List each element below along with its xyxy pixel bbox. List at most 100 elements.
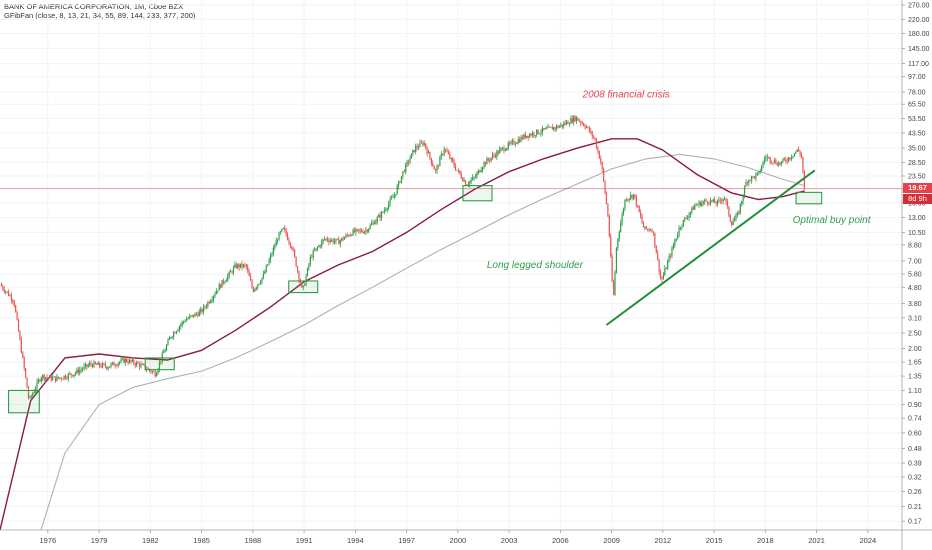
candle-body xyxy=(583,123,585,126)
candle-body xyxy=(642,222,645,228)
candle-body xyxy=(185,319,188,322)
x-tick-label: 2018 xyxy=(757,536,774,545)
candle-body xyxy=(507,143,509,149)
candle-body xyxy=(731,221,733,225)
candle-body xyxy=(321,241,323,247)
candle-body xyxy=(511,140,514,142)
candle-body xyxy=(526,135,528,138)
candle-body xyxy=(76,369,78,373)
grid xyxy=(0,0,902,530)
candle-body xyxy=(288,239,290,243)
price-axis[interactable]: 270.00 220.00 180.00 145.00 117.00 97.00 78.00… xyxy=(901,0,932,550)
candle-body xyxy=(217,290,219,292)
candle-body xyxy=(641,216,643,223)
y-tick-label: 65.50 xyxy=(908,102,926,109)
candle-body xyxy=(237,264,239,268)
candle-body xyxy=(490,157,492,161)
candle-body xyxy=(763,158,766,162)
candle-body xyxy=(100,366,102,368)
candle-body xyxy=(615,247,618,272)
candle-body xyxy=(268,259,270,265)
candle-body xyxy=(19,331,21,340)
candle-body xyxy=(87,365,89,367)
candle-body xyxy=(741,201,743,205)
candle-body xyxy=(429,151,431,158)
candle-body xyxy=(398,181,400,187)
candle-body xyxy=(173,332,175,337)
candle-body xyxy=(732,221,734,225)
candle-body xyxy=(464,180,467,185)
annotation-buy-point: Optimal buy point xyxy=(793,215,872,226)
candle-body xyxy=(708,203,710,204)
candle-body xyxy=(546,128,548,129)
candle-body xyxy=(54,376,57,381)
candle-body xyxy=(440,153,442,158)
candle-body xyxy=(224,281,226,283)
candle-body xyxy=(595,140,598,149)
candle-body xyxy=(282,227,284,230)
candle-body xyxy=(729,215,731,222)
candle-body xyxy=(610,236,612,257)
candle-body xyxy=(544,128,546,130)
candle-body xyxy=(10,295,12,300)
candle-body xyxy=(215,291,217,294)
candle-body xyxy=(27,387,30,398)
candle-body xyxy=(594,137,596,141)
candle-body xyxy=(386,208,388,210)
candle-body xyxy=(702,201,704,203)
candle-body xyxy=(790,157,793,159)
y-tick-label: 220.00 xyxy=(908,17,930,24)
candle-body xyxy=(547,126,549,129)
candle-body xyxy=(469,181,471,185)
candle-body xyxy=(667,261,669,269)
candle-body xyxy=(359,230,361,232)
candle-body xyxy=(792,156,794,158)
candle-body xyxy=(221,280,223,288)
candle-body xyxy=(736,212,739,215)
candle-body xyxy=(99,362,101,367)
candle-body xyxy=(462,178,464,182)
candle-body xyxy=(64,375,67,379)
y-tick-label: 117.00 xyxy=(908,61,929,68)
candle-body xyxy=(222,280,225,283)
candle-body xyxy=(57,376,59,379)
candle-body xyxy=(332,239,334,243)
candle-body xyxy=(550,126,552,128)
candle-body xyxy=(212,295,215,300)
highlight-boxes xyxy=(7,185,823,414)
annotation-shoulder: Long legged shoulder xyxy=(487,260,584,271)
x-tick-label: 2012 xyxy=(654,536,671,545)
candle-body xyxy=(168,338,171,341)
candle-body xyxy=(560,124,562,127)
candle-body xyxy=(79,370,81,374)
candle-body xyxy=(380,212,383,218)
candle-body xyxy=(668,256,670,262)
time-axis[interactable]: 1976 1979 1982 1985 1988 1991 1994 1997 2000 2003… xyxy=(0,529,932,545)
candle-body xyxy=(419,142,421,148)
candle-body xyxy=(103,363,105,365)
candle-body xyxy=(614,271,616,295)
candle-body xyxy=(121,358,124,360)
last-price-tag: 19.67 xyxy=(903,183,932,194)
candle-body xyxy=(84,364,87,367)
candle-body xyxy=(410,153,413,159)
candle-body xyxy=(439,157,441,167)
x-tick-label: 2006 xyxy=(552,536,569,545)
candle-body xyxy=(291,246,293,249)
candle-body xyxy=(795,151,797,154)
y-tick-label: 0.17 xyxy=(908,519,922,526)
x-tick-label: 2009 xyxy=(603,536,620,545)
candle-body xyxy=(375,221,377,225)
candle-body xyxy=(80,369,82,371)
candle-body xyxy=(506,148,508,151)
candle-body xyxy=(721,200,723,202)
candle-body xyxy=(249,276,252,281)
candle-body xyxy=(214,293,216,296)
y-tick-label: 4.80 xyxy=(908,285,922,292)
candle-body xyxy=(432,163,434,167)
candle-body xyxy=(551,126,553,130)
candle-body xyxy=(275,240,277,247)
candle-body xyxy=(762,161,764,167)
candle-body xyxy=(621,213,623,223)
